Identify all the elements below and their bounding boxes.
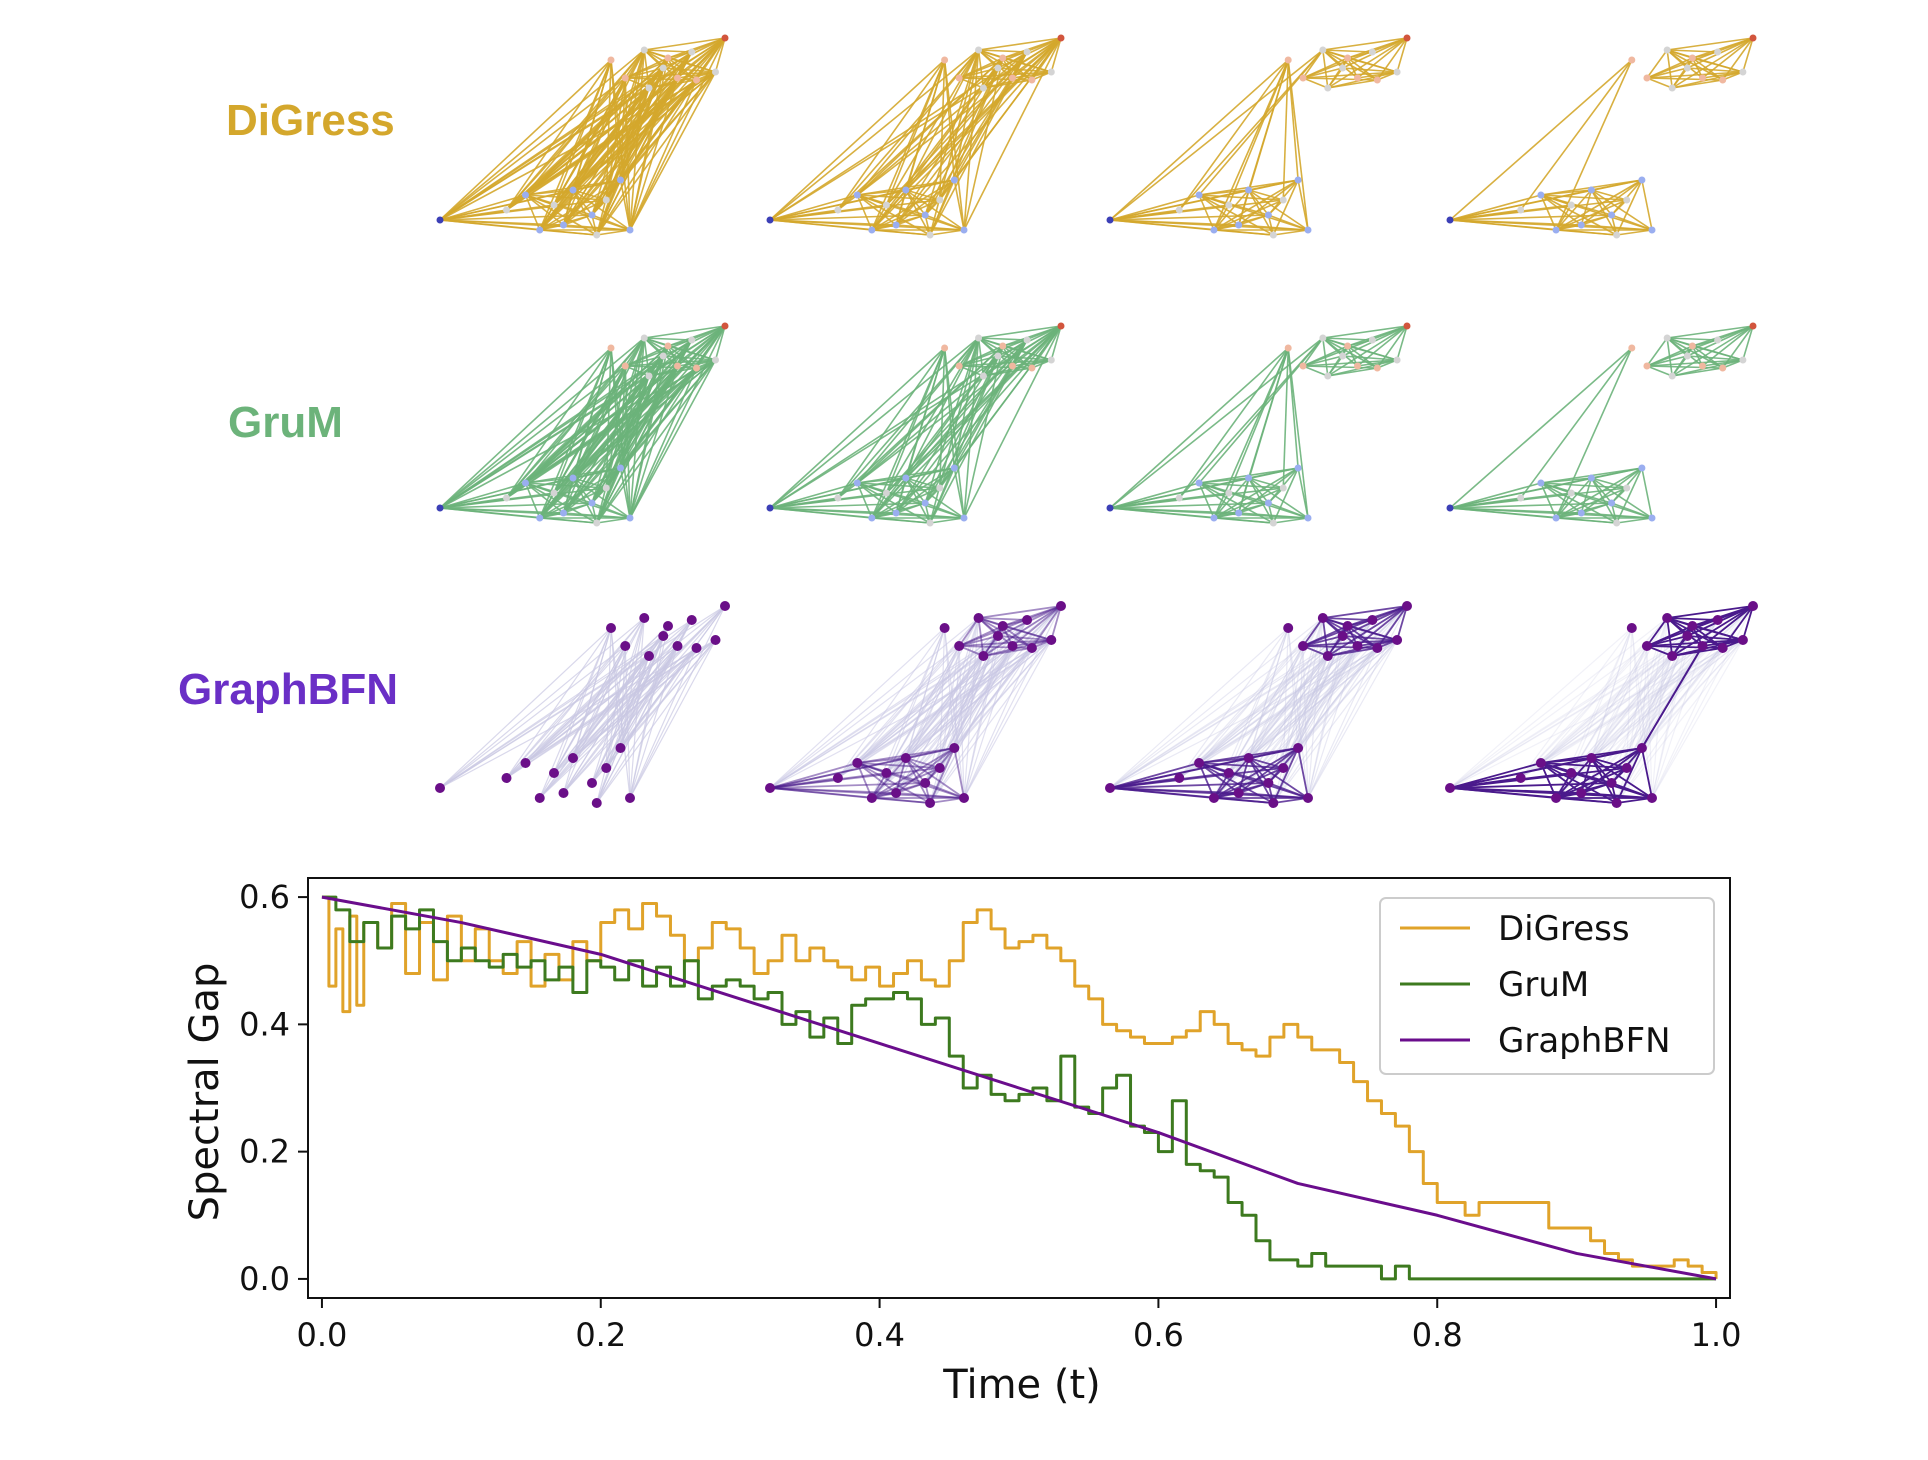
graph-snapshots — [435, 34, 1758, 808]
graph-snapshot-r1-c0 — [436, 322, 729, 527]
graph-snapshot-r0-c0 — [436, 34, 729, 239]
graph-snapshot-r2-c0 — [435, 601, 730, 808]
y-tick-label: 0.4 — [239, 1005, 290, 1043]
x-tick-label: 0.8 — [1412, 1316, 1463, 1354]
chart-legend: DiGress GruM GraphBFN — [1379, 897, 1715, 1075]
x-tick-label: 0.6 — [1133, 1316, 1184, 1354]
x-tick-label: 0.4 — [854, 1316, 905, 1354]
y-tick-label: 0.6 — [239, 878, 290, 916]
row-label-digress: DiGress — [226, 96, 395, 145]
series-line-graphbfn — [321, 895, 1717, 1281]
legend-box — [1379, 897, 1715, 1075]
y-tick-label: 0.0 — [239, 1260, 290, 1298]
graph-snapshot-r0-c3 — [1446, 34, 1757, 239]
series-line-grum — [321, 895, 1717, 1281]
chart-xlabel: Time (t) — [942, 1362, 1101, 1408]
legend-label-grum: GruM — [1498, 965, 1589, 1005]
row-label-graphbfn: GraphBFN — [178, 665, 398, 714]
graph-snapshot-r1-c3 — [1446, 322, 1757, 527]
chart-ylabel: Spectral Gap — [182, 963, 228, 1222]
graph-snapshot-r1-c2 — [1106, 322, 1411, 527]
graph-snapshot-r2-c2 — [1105, 601, 1412, 808]
row-label-grum: GruM — [228, 398, 343, 447]
legend-label-digress: DiGress — [1498, 909, 1630, 949]
plot-area: 0.0 0.2 0.4 0.6 0.8 1.0 0.0 0.2 0.4 0.6 — [239, 877, 1742, 1354]
plot-frame — [307, 877, 1731, 1299]
graph-snapshot-r2-c3 — [1445, 601, 1758, 808]
series-line-digress — [321, 895, 1718, 1279]
x-tick-label: 1.0 — [1691, 1316, 1742, 1354]
graph-snapshot-r0-c2 — [1106, 34, 1411, 239]
x-tick-label: 0.0 — [296, 1316, 347, 1354]
y-tick-label: 0.2 — [239, 1133, 290, 1171]
x-tick-label: 0.2 — [575, 1316, 626, 1354]
graph-snapshot-r2-c1 — [765, 601, 1066, 808]
legend-label-graphbfn: GraphBFN — [1498, 1021, 1671, 1061]
graph-snapshot-r0-c1 — [766, 34, 1065, 239]
graph-snapshot-r1-c1 — [766, 322, 1065, 527]
